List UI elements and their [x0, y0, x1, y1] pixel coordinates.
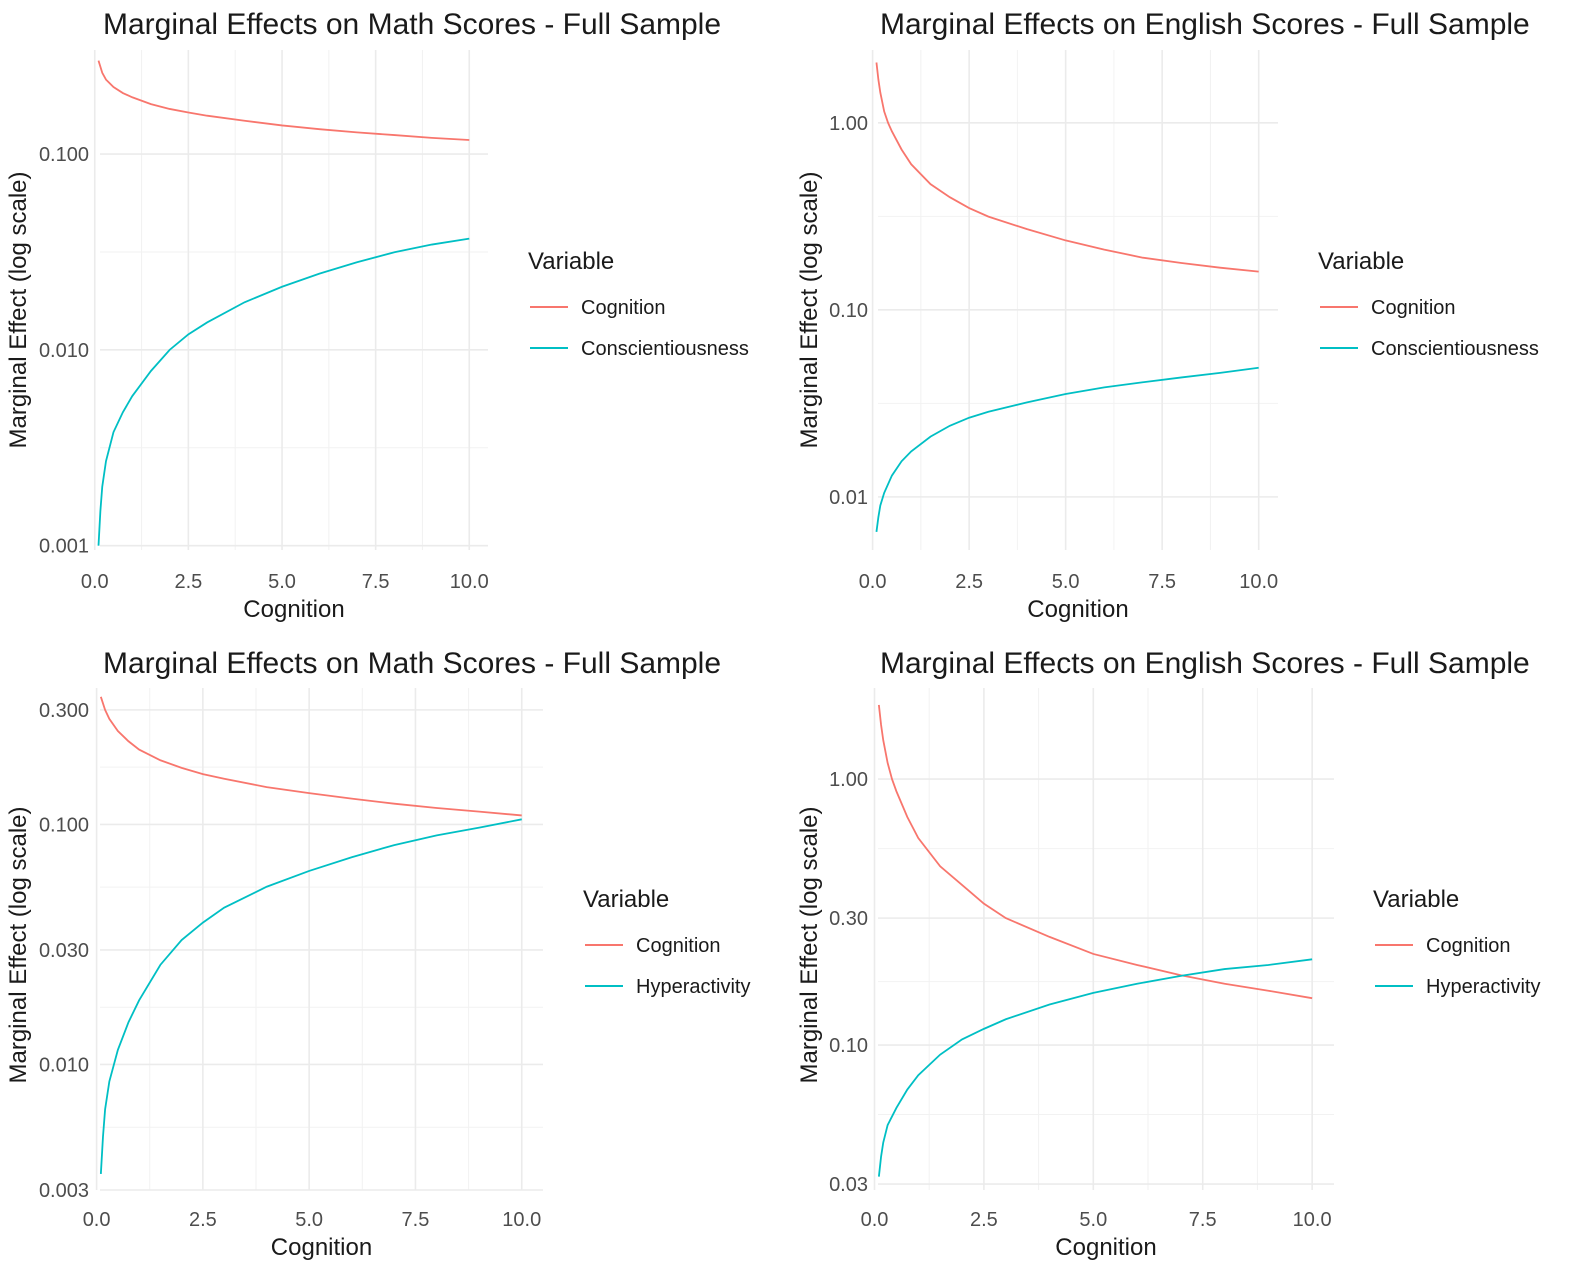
y-tick-label: 1.00 [829, 769, 868, 791]
legend-title: Variable [583, 886, 669, 913]
x-tick-label: 5.0 [1052, 571, 1080, 593]
chart-panel-english-conscientiousness: 0.0 2.5 5.0 7.5 10.0 0.01 0.10 1.00 Marginal Eff… [796, 8, 1539, 623]
x-tick-label: 2.5 [189, 1209, 217, 1231]
series-line-conscientiousness [875, 366, 1259, 532]
series-line-hyperactivity [99, 818, 522, 1174]
legend: Variable Cognition Conscientiousness [528, 248, 749, 360]
x-axis-label: Cognition [1027, 596, 1128, 623]
x-axis-label: Cognition [1055, 1234, 1156, 1261]
chart-panel-math-conscientiousness: 0.0 2.5 5.0 7.5 10.0 0.001 0.010 0.100 Marginal … [5, 8, 749, 623]
x-tick-label: 10.0 [450, 571, 489, 593]
y-tick-label: 1.00 [829, 113, 868, 135]
x-tick-label: 0.0 [81, 571, 109, 593]
x-tick-label: 10.0 [502, 1209, 541, 1231]
series-line-cognition [875, 62, 1259, 273]
legend-label-cognition: Cognition [1371, 297, 1456, 319]
x-tick-label: 7.5 [1189, 1209, 1217, 1231]
x-tick-label: 0.0 [83, 1209, 111, 1231]
legend-title: Variable [528, 248, 614, 275]
x-tick-label: 5.0 [268, 571, 296, 593]
legend-label-cognition: Cognition [581, 297, 666, 319]
legend-label-cognition: Cognition [636, 935, 721, 957]
x-tick-label: 2.5 [970, 1209, 998, 1231]
y-tick-label: 0.010 [39, 340, 89, 362]
x-tick-label: 10.0 [1293, 1209, 1332, 1231]
x-tick-label: 5.0 [1079, 1209, 1107, 1231]
x-tick-label: 7.5 [362, 571, 390, 593]
legend: Variable Cognition Conscientiousness [1318, 248, 1539, 360]
series-line-conscientiousness [97, 237, 470, 546]
y-tick-label: 0.10 [829, 1035, 868, 1057]
x-tick-label: 10.0 [1239, 571, 1278, 593]
y-tick-label: 0.100 [39, 144, 89, 166]
y-axis-label: Marginal Effect (log scale) [5, 806, 32, 1083]
chart-title: Marginal Effects on English Scores - Ful… [880, 8, 1530, 41]
x-tick-label: 7.5 [402, 1209, 430, 1231]
y-tick-label: 0.30 [829, 908, 868, 930]
legend: Variable Cognition Hyperactivity [1373, 886, 1540, 998]
y-tick-label: 0.300 [39, 700, 89, 722]
y-tick-label: 0.100 [39, 814, 89, 836]
x-tick-label: 0.0 [861, 1209, 889, 1231]
y-tick-label: 0.003 [39, 1180, 89, 1202]
series-line-cognition [877, 704, 1313, 1000]
legend-label-hyperactivity: Hyperactivity [636, 976, 750, 998]
legend-label-conscientiousness: Conscientiousness [581, 338, 749, 360]
y-tick-label: 0.10 [829, 300, 868, 322]
y-tick-label: 0.01 [829, 487, 868, 509]
legend-title: Variable [1318, 248, 1404, 275]
legend: Variable Cognition Hyperactivity [583, 886, 750, 998]
x-tick-label: 0.0 [859, 571, 887, 593]
x-tick-label: 7.5 [1148, 571, 1176, 593]
x-axis-label: Cognition [243, 596, 344, 623]
legend-label-conscientiousness: Conscientiousness [1371, 338, 1539, 360]
chart-title: Marginal Effects on English Scores - Ful… [880, 647, 1530, 680]
x-tick-label: 2.5 [174, 571, 202, 593]
chart-title: Marginal Effects on Math Scores - Full S… [103, 8, 721, 41]
chart-panel-english-hyperactivity: 0.0 2.5 5.0 7.5 10.0 0.03 0.10 0.30 1.00 Marginal… [796, 647, 1540, 1261]
y-tick-label: 0.001 [39, 536, 89, 558]
series-line-cognition [99, 696, 522, 817]
legend-title: Variable [1373, 886, 1459, 913]
series-line-hyperactivity [877, 958, 1313, 1177]
legend-label-hyperactivity: Hyperactivity [1426, 976, 1540, 998]
y-axis-label: Marginal Effect (log scale) [796, 806, 823, 1083]
x-axis-label: Cognition [271, 1234, 372, 1261]
y-tick-label: 0.03 [829, 1174, 868, 1196]
y-axis-label: Marginal Effect (log scale) [5, 171, 32, 448]
series-line-cognition [97, 60, 470, 141]
y-tick-label: 0.030 [39, 940, 89, 962]
x-tick-label: 2.5 [955, 571, 983, 593]
chart-panel-math-hyperactivity: 0.0 2.5 5.0 7.5 10.0 0.003 0.010 0.030 0.100 0.30… [5, 647, 750, 1261]
chart-title: Marginal Effects on Math Scores - Full S… [103, 647, 721, 680]
y-axis-label: Marginal Effect (log scale) [796, 171, 823, 448]
x-tick-label: 5.0 [295, 1209, 323, 1231]
legend-label-cognition: Cognition [1426, 935, 1511, 957]
y-tick-label: 0.010 [39, 1054, 89, 1076]
